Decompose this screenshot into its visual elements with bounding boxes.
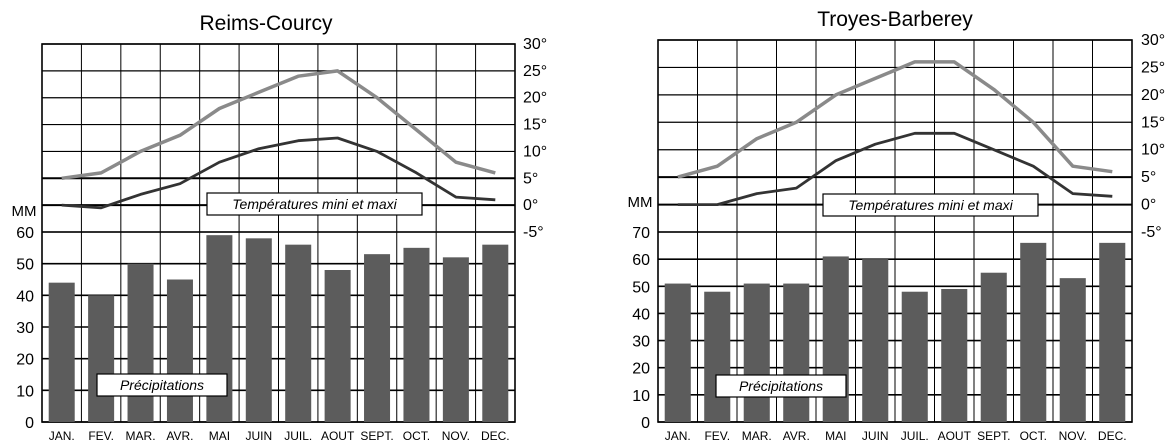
month-label: MAR. (126, 429, 156, 443)
month-label: FEV. (88, 429, 114, 443)
precip-bar (166, 279, 193, 422)
temp-max-line (61, 69, 496, 181)
month-label: NOV. (442, 429, 470, 443)
precip-bar (127, 263, 154, 422)
chart-svg-reims: Reims-Courcy Températures mini et maxi Pré… (12, 12, 548, 443)
precip-bar (442, 257, 469, 422)
precip-tick-label: 50 (632, 279, 650, 296)
month-label: JAN. (665, 429, 691, 443)
month-label: AOUT (938, 429, 972, 443)
month-label: MAI (209, 429, 230, 443)
month-label: DEC. (1098, 429, 1127, 443)
month-label: MAR. (742, 429, 772, 443)
month-label: AVR. (783, 429, 810, 443)
precip-label-box (715, 374, 847, 398)
temp-tick-label: 25° (523, 63, 547, 80)
temp-label: Températures mini et maxi (232, 196, 397, 212)
precip-bar (980, 272, 1007, 422)
precip-bar (403, 247, 430, 422)
temp-max-line (677, 60, 1113, 179)
precip-bar (245, 238, 272, 422)
temp-tick-label: 10° (523, 143, 547, 160)
temp-tick-label: 0° (523, 197, 538, 214)
month-label: MAI (825, 429, 846, 443)
temp-tick-label: 20° (523, 90, 547, 107)
month-label: DEC. (481, 429, 510, 443)
month-label: FEV. (704, 429, 730, 443)
precip-bar (783, 283, 810, 422)
precip-label: Précipitations (120, 377, 204, 393)
temp-tick-label: 30° (1141, 32, 1165, 49)
precip-tick-label: 20 (16, 352, 34, 369)
precip-bar (48, 282, 75, 422)
temp-label-box (822, 193, 1039, 217)
month-label: SEPT. (360, 429, 393, 443)
temp-min-line (61, 136, 496, 210)
precip-bar (862, 259, 889, 422)
precip-bar (901, 291, 928, 422)
month-label: OCT. (1020, 429, 1047, 443)
chart-troyes-barberey: Troyes-Barberey Températures mini et maxi… (586, 0, 1172, 445)
precip-tick-label: 60 (16, 225, 34, 242)
precip-tick-label: 70 (632, 225, 650, 242)
month-label: JUIL. (901, 429, 929, 443)
precip-tick-label: 0 (25, 415, 34, 432)
precip-label: Précipitations (739, 378, 823, 394)
temp-tick-label: -5° (1141, 224, 1162, 241)
precip-bar (743, 283, 770, 422)
precip-bar (285, 244, 312, 422)
precip-bar (704, 291, 731, 422)
temp-min-line (677, 131, 1113, 207)
temp-label: Températures mini et maxi (848, 197, 1013, 213)
precip-bar (1099, 242, 1126, 422)
precip-tick-label: 0 (641, 415, 650, 432)
temp-tick-label: -5° (523, 224, 544, 241)
precip-tick-label: 10 (632, 388, 650, 405)
month-label: OCT. (403, 429, 430, 443)
month-label: NOV. (1059, 429, 1087, 443)
temp-tick-label: 5° (1141, 169, 1156, 186)
precip-bar (664, 283, 691, 422)
precip-bar (88, 295, 115, 422)
temp-tick-label: 5° (523, 170, 538, 187)
precip-tick-label: 20 (632, 361, 650, 378)
precip-bar (364, 254, 391, 422)
chart-title: Reims-Courcy (199, 12, 333, 35)
precip-label-box (96, 373, 228, 397)
temp-tick-label: 15° (1141, 114, 1165, 131)
precip-bar (941, 289, 968, 422)
month-label: JUIN (245, 429, 272, 443)
month-label: SEPT. (977, 429, 1010, 443)
precip-tick-label: 30 (16, 320, 34, 337)
month-label: AVR. (166, 429, 193, 443)
precip-bar (482, 244, 509, 422)
temp-tick-label: 20° (1141, 87, 1165, 104)
temp-tick-label: 30° (523, 36, 547, 53)
chart-reims-courcy: Reims-Courcy Températures mini et maxi Pré… (12, 12, 548, 443)
temp-tick-label: 25° (1141, 59, 1165, 76)
precip-tick-label: 50 (16, 257, 34, 274)
chart-svg-troyes: Troyes-Barberey Températures mini et maxi… (628, 8, 1166, 443)
precip-bar (324, 270, 351, 422)
month-label: JUIN (862, 429, 889, 443)
precip-bar (1059, 278, 1086, 422)
precip-tick-label: 40 (16, 288, 34, 305)
precip-tick-label: 40 (632, 306, 650, 323)
temp-tick-label: 0° (1141, 197, 1156, 214)
precip-unit-label: MM (12, 203, 37, 220)
chart-title: Troyes-Barberey (817, 8, 973, 31)
temp-label-box (206, 192, 423, 216)
month-label: JUIL. (284, 429, 312, 443)
temp-tick-label: 15° (523, 117, 547, 134)
month-label: JAN. (49, 429, 75, 443)
precip-bar (1020, 242, 1047, 422)
precip-tick-label: 30 (632, 334, 650, 351)
precip-tick-label: 10 (16, 383, 34, 400)
precip-unit-label: MM (628, 194, 653, 211)
month-label: AOUT (321, 429, 355, 443)
precip-tick-label: 60 (632, 252, 650, 269)
temp-tick-label: 10° (1141, 142, 1165, 159)
